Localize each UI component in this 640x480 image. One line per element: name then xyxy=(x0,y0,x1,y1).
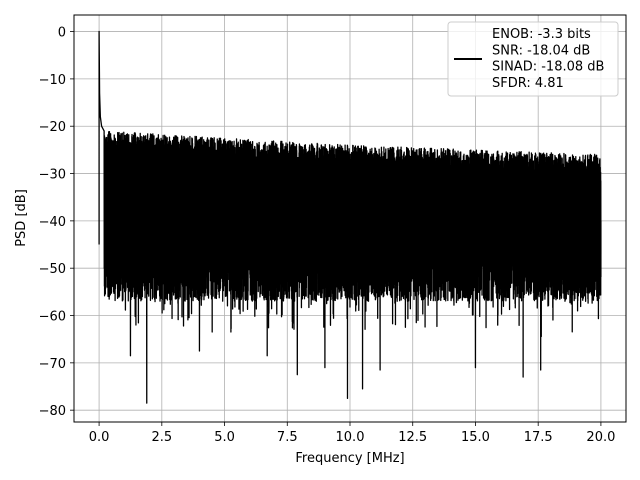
x-axis-ticks: 0.0 2.5 5.0 7.5 10.0 12.5 15.0 17.5 20.0 xyxy=(89,422,615,445)
y-tick-label: −80 xyxy=(39,404,66,419)
y-tick-label: −70 xyxy=(39,357,66,372)
x-tick-label: 17.5 xyxy=(524,430,553,445)
legend-entry: ENOB: -3.3 bits SNR: -18.04 dB SINAD: -18.… xyxy=(492,27,604,91)
series-line xyxy=(98,30,602,404)
legend-box xyxy=(447,21,619,97)
x-tick-label: 5.0 xyxy=(214,430,235,445)
x-tick-label: 15.0 xyxy=(461,430,490,445)
x-tick-label: 20.0 xyxy=(586,430,615,445)
y-tick-label: −50 xyxy=(39,262,66,277)
y-tick-label: −10 xyxy=(39,73,66,88)
y-tick-label: −60 xyxy=(39,310,66,325)
x-axis-label: Frequency [MHz] xyxy=(295,451,404,466)
x-tick-label: 7.5 xyxy=(277,430,298,445)
y-axis-ticks: 0 −10 −20 −30 −40 −50 −60 −70 −80 xyxy=(39,26,74,419)
y-tick-label: −30 xyxy=(39,168,66,183)
y-tick-label: −40 xyxy=(39,215,66,230)
x-tick-label: 10.0 xyxy=(336,430,365,445)
x-tick-label: 0.0 xyxy=(89,430,110,445)
x-tick-label: 12.5 xyxy=(398,430,427,445)
y-tick-label: −20 xyxy=(39,120,66,135)
y-axis-label: PSD [dB] xyxy=(14,189,29,247)
legend: ENOB: -3.3 bits SNR: -18.04 dB SINAD: -18.… xyxy=(447,21,619,97)
y-tick-label: 0 xyxy=(58,26,66,41)
x-tick-label: 2.5 xyxy=(151,430,172,445)
